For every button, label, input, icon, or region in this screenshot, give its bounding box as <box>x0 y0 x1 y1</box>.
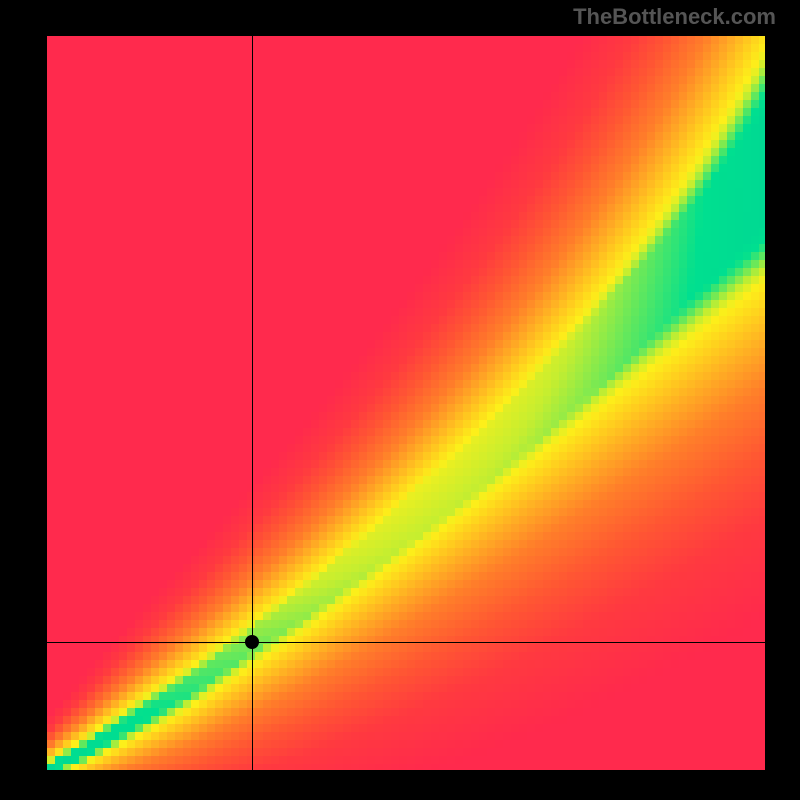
heatmap-canvas <box>47 36 765 770</box>
data-point-marker <box>245 635 259 649</box>
bottleneck-heatmap <box>47 36 765 770</box>
crosshair-horizontal <box>47 642 765 643</box>
watermark-text: TheBottleneck.com <box>573 4 776 30</box>
crosshair-vertical <box>252 36 253 770</box>
